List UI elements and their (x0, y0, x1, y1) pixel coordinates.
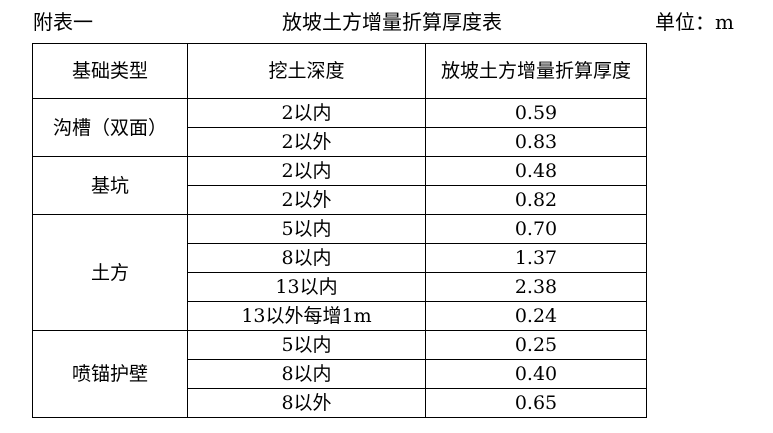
value-cell: 0.40 (425, 359, 647, 389)
value-cell: 0.83 (425, 127, 647, 157)
foundation-type-cell: 喷锚护壁 (32, 330, 188, 418)
table-row: 土方 5以内 0.70 (32, 214, 647, 331)
depth-cell: 13以外每增1m (187, 301, 426, 331)
appendix-label: 附表一 (33, 10, 93, 34)
value-cell: 0.25 (425, 330, 647, 360)
value-cell: 0.70 (425, 214, 647, 244)
table-row: 2以外 0.83 (33, 127, 647, 157)
foundation-type-cell: 基坑 (32, 156, 188, 215)
table-header-row: 基础类型 挖土深度 放坡土方增量折算厚度 (32, 43, 647, 99)
table-row: 8以内 0.40 (33, 359, 647, 389)
slope-earthwork-table: 基础类型 挖土深度 放坡土方增量折算厚度 沟槽（双面） 2以内 0.59 2以外… (32, 43, 647, 418)
table-row: 沟槽（双面） 2以内 0.59 (32, 98, 647, 157)
depth-cell: 2以内 (187, 98, 426, 128)
value-cell: 2.38 (425, 272, 647, 302)
value-cell: 0.48 (425, 156, 647, 186)
value-cell: 0.82 (425, 185, 647, 215)
depth-cell: 8以内 (187, 243, 426, 273)
table-row: 8以内 1.37 (33, 243, 647, 273)
column-header-foundation-type: 基础类型 (32, 43, 188, 99)
depth-cell: 2以外 (187, 185, 426, 215)
foundation-type-cell: 沟槽（双面） (32, 98, 188, 157)
value-cell: 0.24 (425, 301, 647, 331)
column-header-excavation-depth: 挖土深度 (187, 43, 426, 99)
table-row: 喷锚护壁 5以内 0.25 (32, 330, 647, 418)
depth-cell: 5以内 (187, 214, 426, 244)
foundation-type-cell: 土方 (32, 214, 188, 331)
depth-cell: 13以内 (187, 272, 426, 302)
depth-cell: 8以外 (187, 388, 426, 418)
table-row: 2以外 0.82 (33, 185, 647, 215)
column-header-thickness: 放坡土方增量折算厚度 (425, 43, 647, 99)
depth-cell: 2以外 (187, 127, 426, 157)
value-cell: 1.37 (425, 243, 647, 273)
page-title: 放坡土方增量折算厚度表 (282, 10, 502, 34)
value-cell: 0.65 (425, 388, 647, 418)
depth-cell: 2以内 (187, 156, 426, 186)
table-row: 13以内 2.38 (33, 272, 647, 302)
value-cell: 0.59 (425, 98, 647, 128)
table-row: 13以外每增1m 0.24 (33, 301, 647, 331)
unit-label: 单位：m (655, 10, 734, 34)
depth-cell: 8以内 (187, 359, 426, 389)
table-row: 基坑 2以内 0.48 (32, 156, 647, 215)
table-row: 8以外 0.65 (33, 388, 647, 418)
depth-cell: 5以内 (187, 330, 426, 360)
